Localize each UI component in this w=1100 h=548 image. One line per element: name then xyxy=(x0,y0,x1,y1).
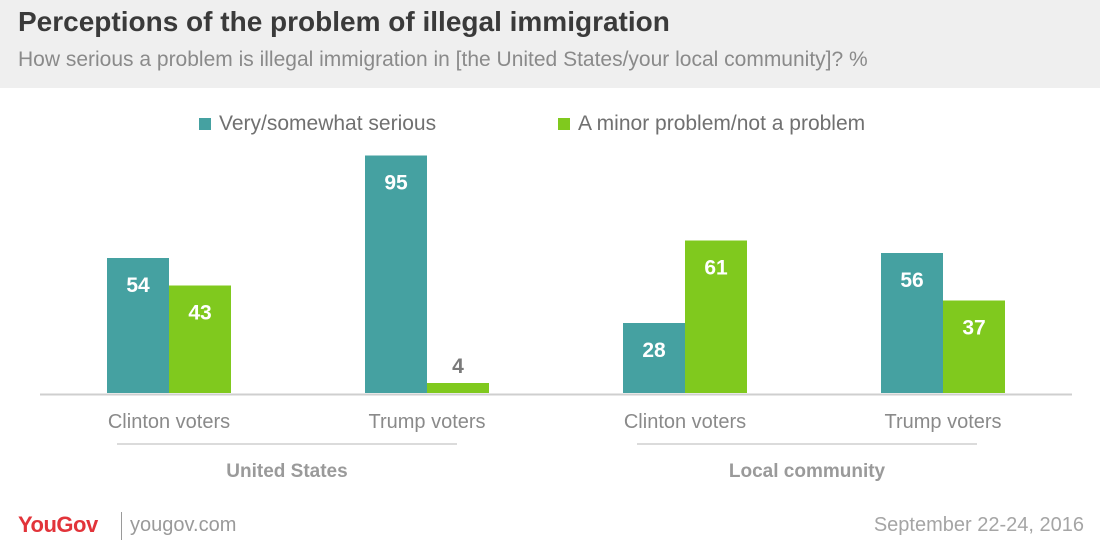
page-subtitle: How serious a problem is illegal immigra… xyxy=(18,48,868,71)
data-label: 56 xyxy=(900,269,923,292)
footer-url: yougov.com xyxy=(130,514,237,536)
legend-item-minor: A minor problem/not a problem xyxy=(558,112,865,136)
yougov-logo: YouGov xyxy=(18,512,98,537)
legend-swatch-serious xyxy=(199,118,211,130)
category-label: Clinton voters xyxy=(624,411,746,433)
category-label: Trump voters xyxy=(884,411,1001,433)
bar-serious-0 xyxy=(107,258,169,393)
legend-label-serious: Very/somewhat serious xyxy=(219,112,437,135)
chart-legend: Very/somewhat serious A minor problem/no… xyxy=(0,112,1100,138)
data-label: 28 xyxy=(642,339,666,362)
bar-chart: 54 43 Clinton voters 95 4 Trump voters 28 61 Cli… xyxy=(40,155,1072,482)
bar-minor-0 xyxy=(169,285,231,393)
data-label: 4 xyxy=(452,355,464,378)
bar-serious-1 xyxy=(365,155,427,393)
category-label: Trump voters xyxy=(368,411,485,433)
legend-label-minor: A minor problem/not a problem xyxy=(578,112,866,135)
footer-divider xyxy=(121,512,122,540)
bar-serious-2 xyxy=(623,323,685,393)
bar-minor-3 xyxy=(943,300,1005,393)
data-label: 37 xyxy=(962,317,985,340)
bar-serious-3 xyxy=(881,253,943,393)
bar-minor-2 xyxy=(685,240,747,393)
data-label: 54 xyxy=(126,274,150,297)
legend-item-serious: Very/somewhat serious xyxy=(199,112,436,136)
page-title: Perceptions of the problem of illegal im… xyxy=(18,6,670,37)
category-label: Clinton voters xyxy=(108,411,230,433)
group-label: Local community xyxy=(729,461,886,482)
footer-date: September 22-24, 2016 xyxy=(873,514,1084,536)
header-band: Perceptions of the problem of illegal im… xyxy=(0,0,1100,88)
data-label: 95 xyxy=(384,172,408,195)
bar-minor-1 xyxy=(427,383,489,393)
group-label: United States xyxy=(226,461,347,482)
data-label: 61 xyxy=(704,257,728,280)
legend-swatch-minor xyxy=(558,118,570,130)
data-label: 43 xyxy=(188,302,211,325)
